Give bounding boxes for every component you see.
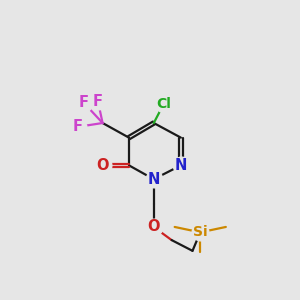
Text: N: N [175,158,187,173]
Text: N: N [148,172,160,187]
Text: Cl: Cl [156,97,171,111]
Text: Si: Si [193,225,208,239]
Text: F: F [79,95,89,110]
Text: O: O [96,158,109,173]
Text: F: F [73,119,83,134]
Text: F: F [93,94,103,109]
Text: O: O [148,220,160,235]
